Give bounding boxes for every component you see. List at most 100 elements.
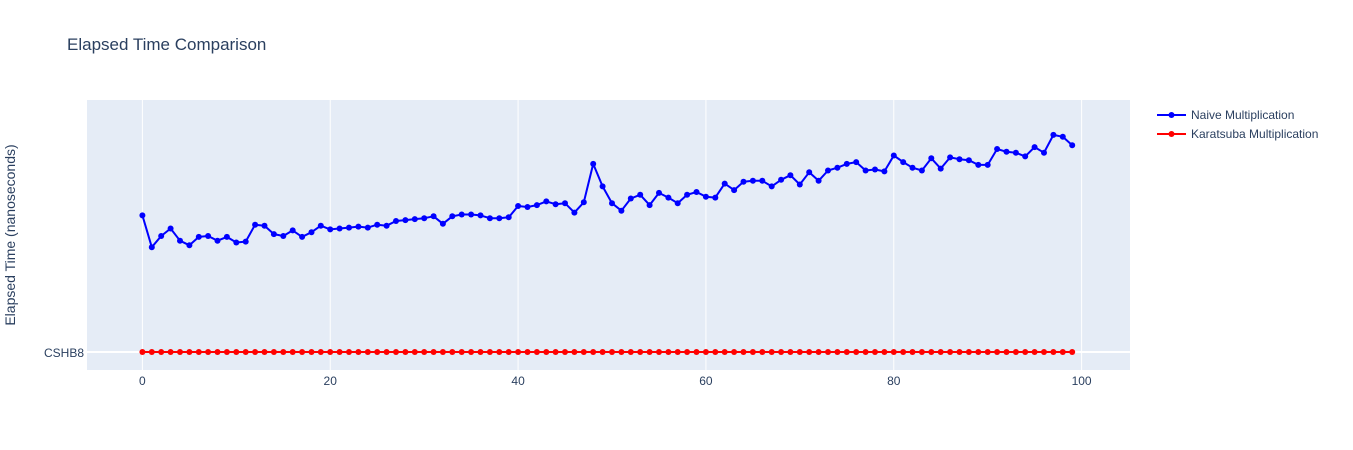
data-point xyxy=(299,233,306,240)
data-point xyxy=(825,167,831,174)
data-point xyxy=(1012,349,1019,355)
data-point xyxy=(618,349,625,355)
data-point xyxy=(637,191,644,198)
data-point xyxy=(205,233,212,239)
data-point xyxy=(430,349,437,355)
data-point xyxy=(937,165,944,172)
data-point xyxy=(712,349,719,355)
data-point xyxy=(674,349,681,355)
data-point xyxy=(364,224,371,231)
data-point xyxy=(364,349,371,355)
legend-item[interactable]: Karatsuba Multiplication xyxy=(1157,127,1318,141)
data-point xyxy=(1041,349,1047,355)
data-point xyxy=(496,349,503,355)
series-0 xyxy=(139,131,1076,251)
data-point xyxy=(872,349,878,355)
data-point xyxy=(242,349,249,355)
data-point xyxy=(609,200,615,207)
data-point xyxy=(223,349,230,355)
data-point xyxy=(355,223,362,230)
data-point xyxy=(928,155,935,162)
data-point xyxy=(890,349,897,355)
data-point xyxy=(233,239,240,246)
data-point xyxy=(890,152,897,159)
data-point xyxy=(496,215,503,222)
data-point xyxy=(937,349,944,355)
data-point xyxy=(721,180,728,187)
data-point xyxy=(928,349,935,355)
data-point xyxy=(843,160,850,167)
data-point xyxy=(1059,133,1066,140)
data-point xyxy=(862,167,869,174)
data-point xyxy=(562,349,568,355)
data-point xyxy=(759,349,766,355)
data-point xyxy=(177,237,183,244)
data-point xyxy=(421,349,428,355)
data-point xyxy=(346,224,352,231)
data-point xyxy=(609,349,615,355)
data-point xyxy=(956,156,963,163)
series-1 xyxy=(139,349,1076,355)
data-point xyxy=(768,183,775,190)
data-point xyxy=(214,349,221,355)
data-point xyxy=(195,349,202,355)
data-point xyxy=(618,207,625,214)
data-point xyxy=(590,349,597,355)
data-point xyxy=(843,349,850,355)
x-tick-label: 0 xyxy=(139,374,146,388)
data-point xyxy=(1031,349,1038,355)
data-point xyxy=(430,213,437,220)
data-point xyxy=(731,187,738,194)
data-point xyxy=(439,349,446,355)
data-point xyxy=(411,216,418,223)
data-point xyxy=(317,222,324,229)
data-point xyxy=(956,349,963,355)
data-point xyxy=(186,242,193,249)
data-point xyxy=(994,146,1001,152)
x-tick-label: 80 xyxy=(887,374,901,388)
data-point xyxy=(749,349,756,355)
data-point xyxy=(984,349,991,355)
data-point xyxy=(233,349,240,355)
data-point xyxy=(261,222,268,229)
legend-swatch-marker xyxy=(1168,112,1175,118)
data-point xyxy=(515,203,522,209)
data-point xyxy=(148,244,155,251)
x-tick-label: 100 xyxy=(1072,374,1092,388)
data-point xyxy=(984,161,991,168)
data-point xyxy=(975,349,982,355)
data-point xyxy=(242,238,249,245)
data-point xyxy=(374,349,381,355)
data-point xyxy=(684,191,691,198)
legend-swatch-marker xyxy=(1168,131,1175,137)
data-point xyxy=(270,231,277,238)
data-point xyxy=(740,349,747,355)
data-point xyxy=(336,349,343,355)
x-tick-label: 20 xyxy=(324,374,338,388)
data-point xyxy=(486,349,493,355)
data-point xyxy=(1069,349,1076,355)
data-point xyxy=(787,172,794,179)
data-point xyxy=(702,349,709,355)
data-point xyxy=(167,349,174,355)
legend-item[interactable]: Naive Multiplication xyxy=(1157,108,1294,122)
chart-title: Elapsed Time Comparison xyxy=(67,35,266,54)
y-axis-title: Elapsed Time (nanoseconds) xyxy=(2,144,18,325)
legend[interactable]: Naive Multiplication Karatsuba Multiplica… xyxy=(1157,108,1318,141)
data-point xyxy=(186,349,193,355)
data-point xyxy=(740,178,747,185)
data-point xyxy=(327,349,334,355)
data-point xyxy=(1012,149,1019,156)
data-point xyxy=(947,349,954,355)
data-point xyxy=(872,166,878,173)
data-point xyxy=(646,202,653,209)
data-point xyxy=(965,349,972,355)
data-point xyxy=(393,218,399,224)
data-point xyxy=(778,176,785,183)
data-point xyxy=(918,349,925,355)
data-point xyxy=(693,189,700,195)
data-point xyxy=(449,213,456,220)
data-point xyxy=(881,349,888,355)
data-point xyxy=(994,349,1001,355)
data-point xyxy=(599,183,606,190)
